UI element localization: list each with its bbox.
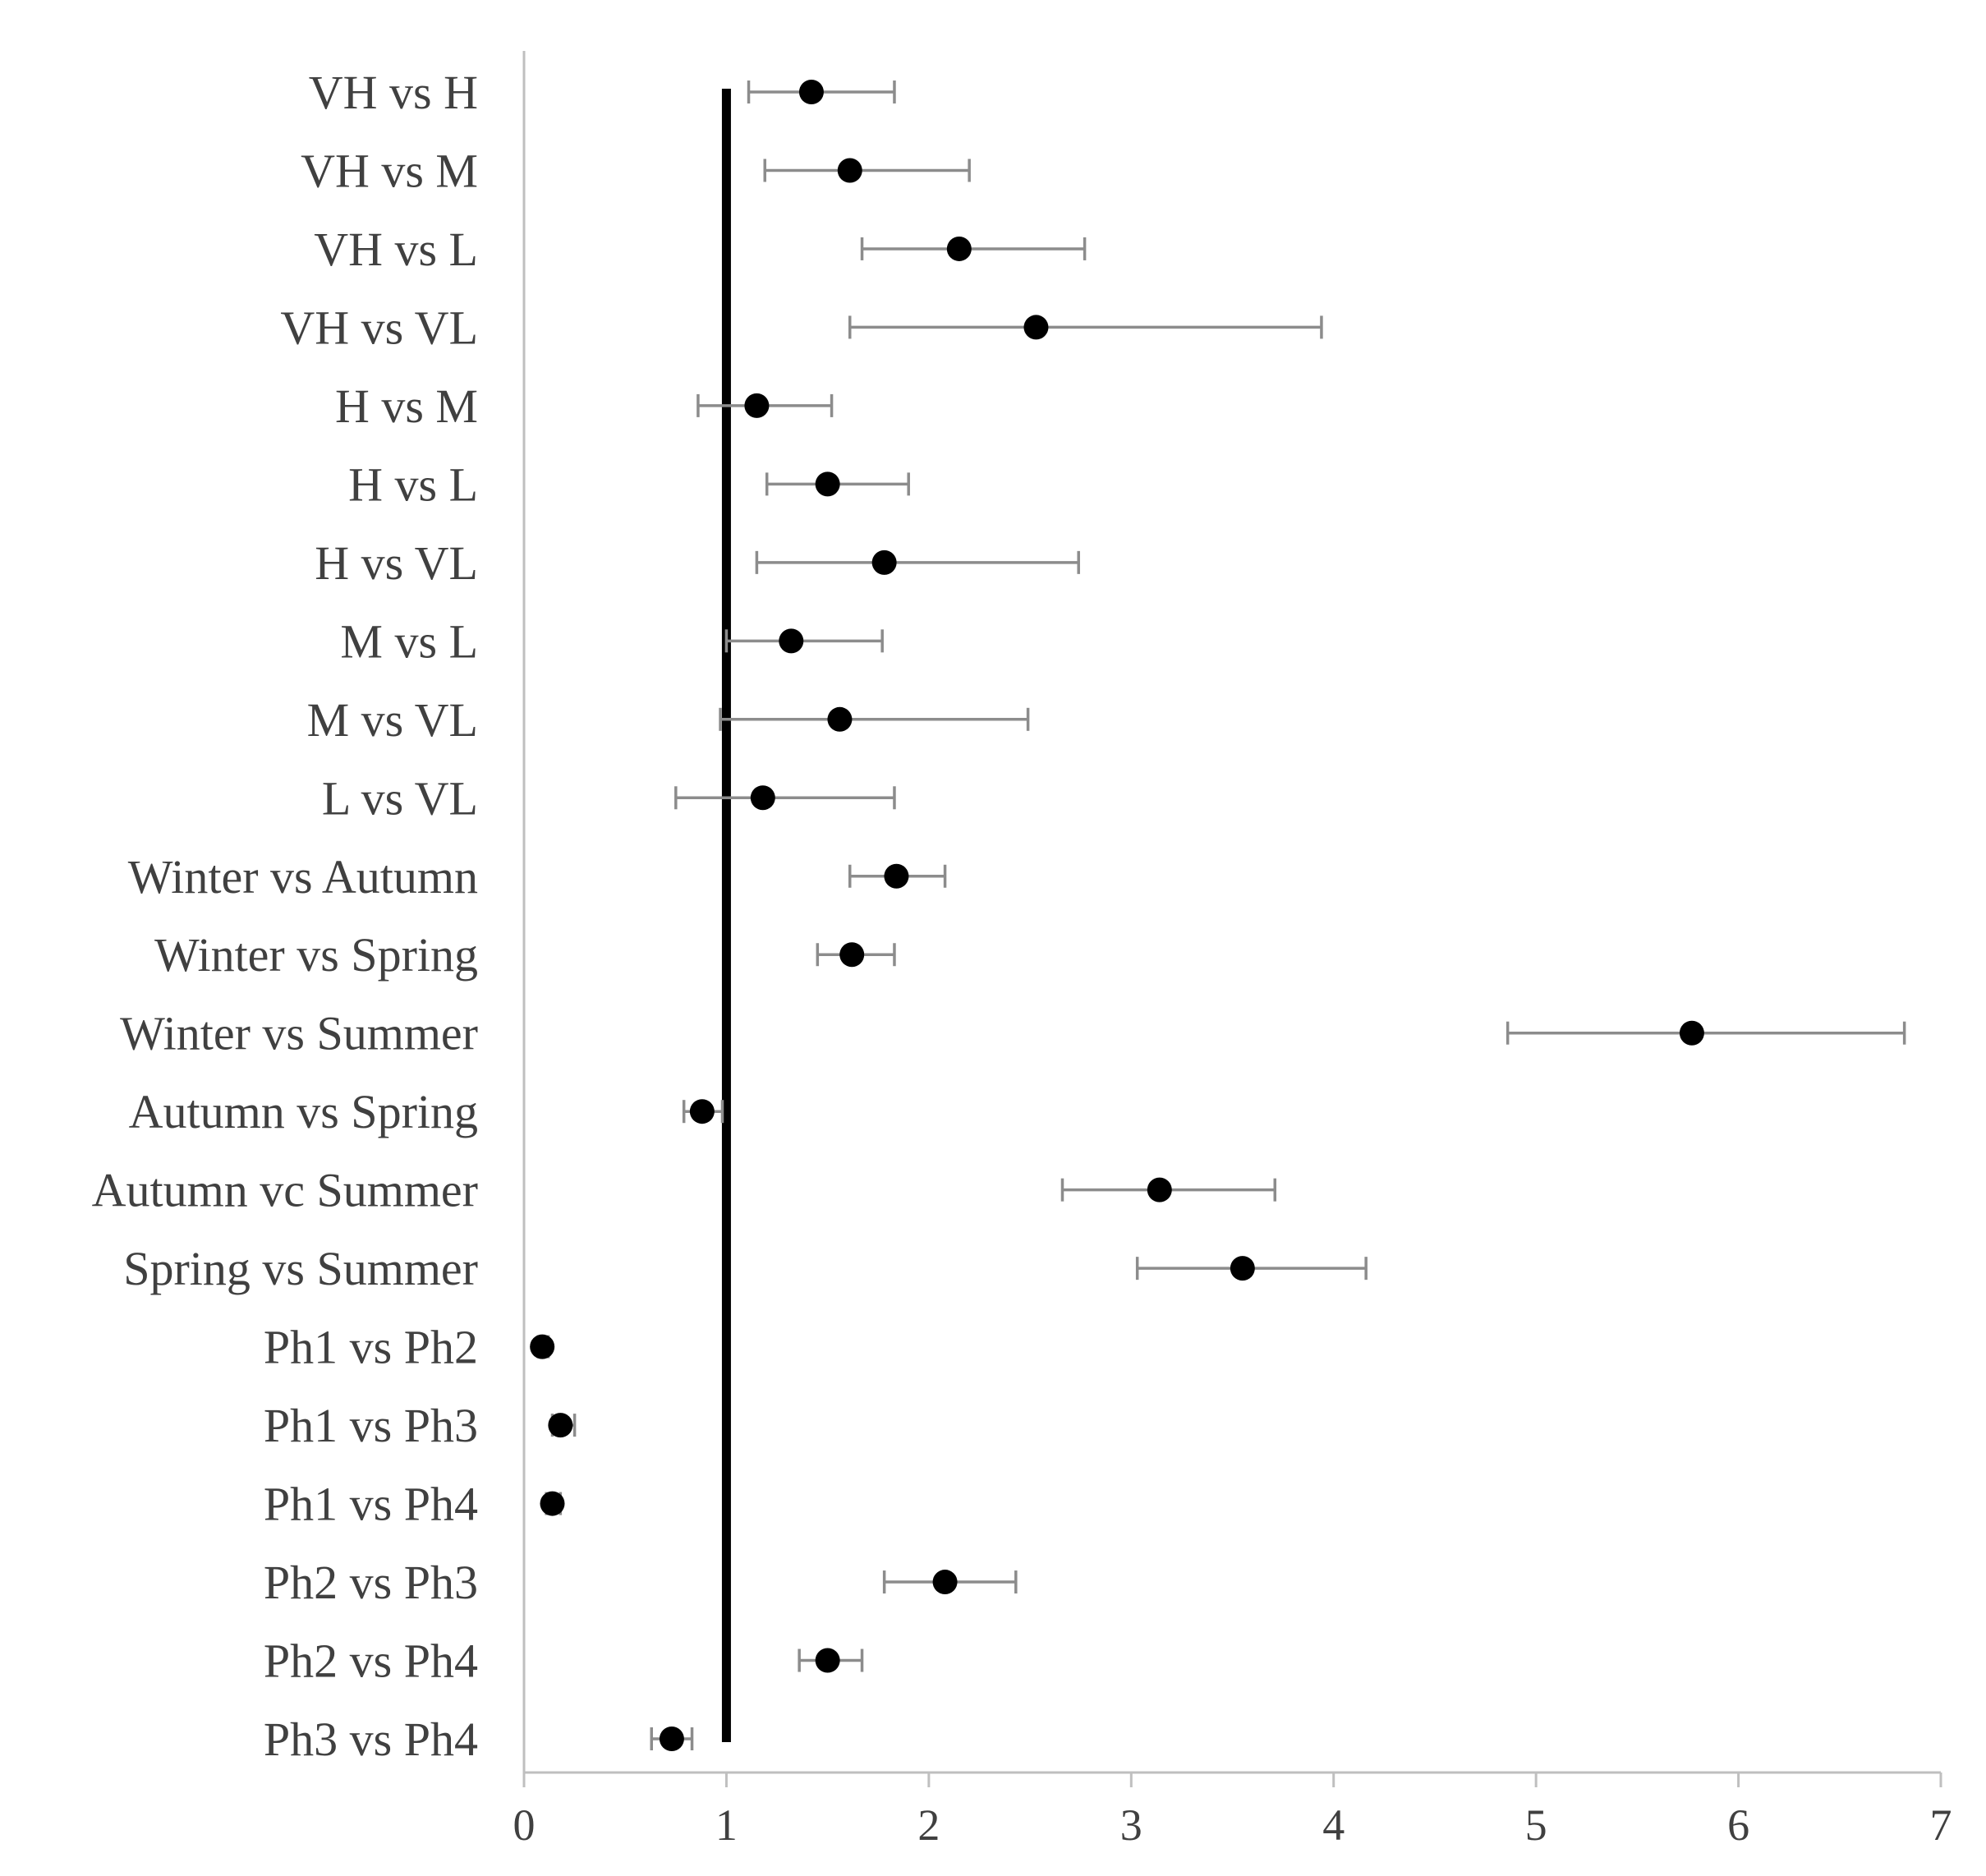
data-row: [798, 1648, 864, 1673]
data-row: [848, 315, 1323, 340]
data-row: [860, 236, 1087, 261]
data-row: [816, 942, 896, 968]
data-row: [548, 1413, 577, 1438]
data-row: [755, 549, 1080, 575]
point-estimate: [839, 942, 865, 968]
point-estimate: [659, 1727, 684, 1751]
data-row: [682, 1099, 724, 1124]
point-estimate: [932, 1570, 958, 1595]
point-estimate: [884, 863, 909, 889]
x-axis: 0 1 2 3 4 5 6 7: [513, 51, 1952, 1850]
category-label: VH vs VL: [280, 301, 478, 354]
category-label: Ph1 vs Ph4: [264, 1478, 478, 1531]
category-label: Spring vs Summer: [123, 1242, 478, 1295]
category-label: VH vs L: [314, 223, 478, 276]
data-row: [848, 863, 947, 889]
data-row: [1060, 1177, 1276, 1202]
x-tick-label: 7: [1930, 1800, 1952, 1850]
point-estimate: [779, 628, 804, 654]
category-labels: VH vs H VH vs M VH vs L VH vs VL H vs M H vs …: [92, 66, 478, 1766]
x-tick-label: 3: [1120, 1800, 1142, 1850]
data-row: [1506, 1020, 1906, 1046]
category-label: L vs VL: [322, 771, 478, 825]
point-estimate: [815, 1648, 840, 1673]
data-row: [530, 1334, 555, 1359]
category-label: Winter vs Summer: [120, 1007, 478, 1060]
data-row: [724, 628, 884, 654]
point-estimate: [744, 393, 770, 418]
data-row: [765, 471, 910, 497]
point-estimate: [946, 236, 972, 261]
data-row: [747, 80, 896, 104]
category-label: Ph3 vs Ph4: [264, 1713, 478, 1766]
x-tick-label: 4: [1322, 1800, 1345, 1850]
category-label: Ph2 vs Ph4: [264, 1635, 478, 1688]
point-estimate: [1023, 315, 1049, 340]
category-label: M vs VL: [307, 693, 478, 747]
category-label: Ph1 vs Ph2: [264, 1321, 478, 1374]
data-row: [650, 1727, 694, 1751]
category-label: VH vs M: [301, 144, 478, 197]
data-row: [1135, 1256, 1368, 1281]
point-estimate: [1679, 1020, 1704, 1046]
category-label: Winter vs Spring: [154, 928, 478, 982]
data-row: [696, 393, 834, 418]
category-label: H vs VL: [315, 536, 478, 590]
category-label: Ph1 vs Ph3: [264, 1399, 478, 1452]
category-label: Autumn vs Spring: [129, 1085, 478, 1138]
x-tick-label: 1: [715, 1800, 738, 1850]
data-marks: [530, 80, 1906, 1751]
point-estimate: [815, 471, 840, 497]
x-tick-label: 2: [917, 1800, 940, 1850]
x-tick-label: 5: [1525, 1800, 1547, 1850]
data-row: [719, 706, 1030, 732]
category-label: M vs L: [340, 614, 478, 668]
category-label: VH vs H: [309, 66, 478, 119]
point-estimate: [540, 1491, 565, 1516]
point-estimate: [689, 1099, 715, 1124]
data-row: [763, 158, 971, 183]
category-label: Ph2 vs Ph3: [264, 1556, 478, 1609]
point-estimate: [871, 549, 897, 575]
point-estimate: [798, 80, 824, 104]
point-estimate: [548, 1413, 573, 1438]
data-row: [882, 1570, 1018, 1595]
point-estimate: [1230, 1256, 1255, 1281]
data-row: [674, 785, 896, 811]
point-estimate: [1147, 1177, 1172, 1202]
category-label: H vs L: [348, 458, 478, 511]
data-row: [540, 1491, 565, 1516]
point-estimate: [837, 158, 862, 183]
category-label: H vs M: [335, 379, 478, 433]
point-estimate: [827, 706, 853, 732]
point-estimate: [530, 1334, 555, 1359]
x-tick-label: 6: [1727, 1800, 1749, 1850]
category-label: Winter vs Autumn: [128, 850, 478, 904]
category-label: Autumn vc Summer: [92, 1164, 478, 1217]
x-tick-label: 0: [513, 1800, 536, 1850]
point-estimate: [750, 785, 775, 811]
